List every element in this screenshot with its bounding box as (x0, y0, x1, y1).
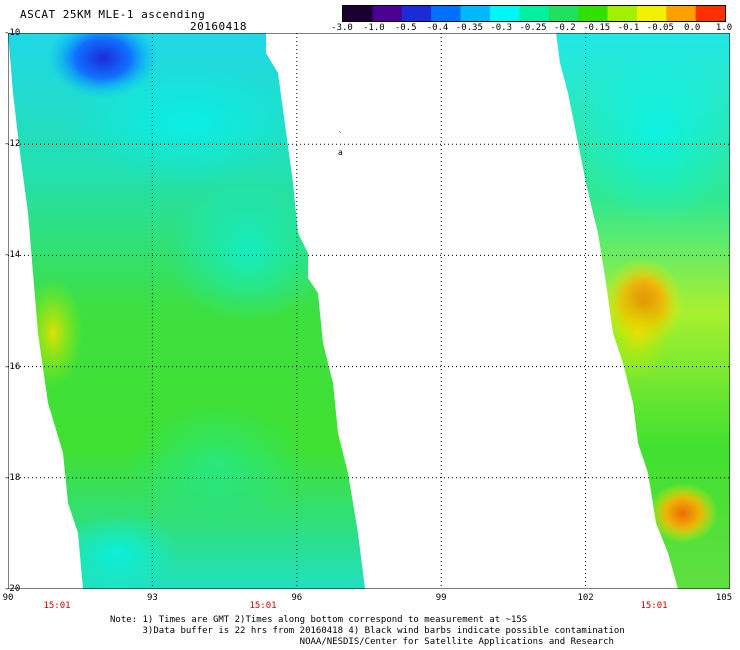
time-label: 15:01 (249, 601, 277, 611)
note-line-3: NOAA/NESDIS/Center for Satellite Applica… (110, 637, 614, 647)
colorbar-segment (548, 6, 579, 21)
note-line-1: Note: 1) Times are GMT 2)Times along bot… (110, 615, 528, 625)
plot-title: ASCAT 25KM MLE-1 ascending (20, 8, 206, 21)
y-tick-label: -18 (4, 472, 21, 483)
map-grid (8, 33, 730, 589)
colorbar-label: -0.25 (519, 23, 547, 33)
colorbar-segment (489, 6, 520, 21)
colorbar-segment (343, 6, 373, 21)
y-tick-label: -16 (4, 361, 21, 372)
colorbar (342, 5, 726, 22)
colorbar-label: 1.0 (715, 23, 733, 33)
time-label: 15:01 (640, 601, 668, 611)
colorbar-label: -3.0 (331, 23, 353, 33)
colorbar-segment (372, 6, 403, 21)
colorbar-label: -0.2 (553, 23, 576, 33)
colorbar-label: -0.5 (394, 23, 417, 33)
colorbar-segment (578, 6, 608, 21)
time-label: 15:01 (43, 601, 71, 611)
colorbar-segment (607, 6, 638, 21)
colorbar-label: -0.05 (646, 23, 674, 33)
y-tick-label: -12 (4, 139, 21, 150)
colorbar-segment (401, 6, 432, 21)
colorbar-segment (519, 6, 550, 21)
plot-date: 20160418 (190, 20, 247, 33)
right-swath (556, 33, 730, 589)
colorbar-label: -1.0 (362, 23, 385, 33)
colorbar-segment (460, 6, 491, 21)
note-line-2: 3)Data buffer is 22 hrs from 20160418 4)… (110, 626, 625, 636)
colorbar-label: -0.3 (490, 23, 512, 33)
colorbar-label: 0.0 (684, 23, 701, 33)
colorbar-segment (695, 6, 725, 21)
svg-text:a: a (338, 148, 343, 157)
x-tick-label: 93 (146, 593, 158, 603)
x-tick-label: 90 (2, 593, 14, 603)
x-tick-label: 96 (291, 593, 303, 603)
colorbar-segment (666, 6, 697, 21)
colorbar-segment (431, 6, 462, 21)
map-plot: ` a (7, 32, 731, 590)
colorbar-label: -0.15 (583, 23, 611, 33)
colorbar-labels: -3.0 -1.0 -0.5 -0.4 -0.35 -0.3 -0.25 -0.2 -0.15-… (300, 23, 740, 35)
colorbar-label: -0.4 (426, 23, 449, 33)
colorbar-label: -0.35 (455, 23, 483, 33)
x-tick-label: 99 (435, 593, 447, 603)
y-tick-label: -20 (4, 584, 21, 594)
y-tick-label: -14 (4, 250, 21, 261)
colorbar-label: -0.1 (617, 23, 640, 33)
left-swath (8, 33, 365, 589)
y-tick-label: -10 (4, 28, 21, 38)
svg-text:`: ` (338, 130, 343, 140)
notes: Note: 1) Times are GMT 2)Times along bot… (110, 615, 710, 648)
colorbar-segment (636, 6, 667, 21)
x-tick-label: 102 (577, 593, 594, 603)
x-tick-label: 105 (715, 593, 733, 603)
